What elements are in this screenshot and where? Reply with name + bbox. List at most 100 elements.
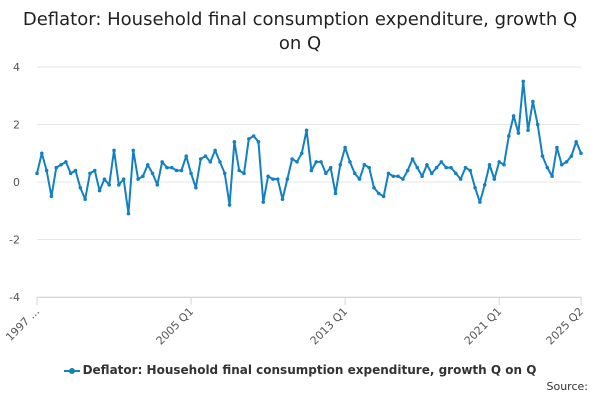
data-point[interactable] bbox=[141, 174, 145, 179]
data-point[interactable] bbox=[444, 165, 449, 170]
data-point[interactable] bbox=[251, 134, 256, 138]
data-point[interactable] bbox=[218, 160, 222, 164]
data-point[interactable] bbox=[492, 177, 497, 181]
data-point[interactable] bbox=[64, 160, 68, 164]
data-point[interactable] bbox=[314, 160, 319, 164]
data-point[interactable] bbox=[352, 171, 357, 176]
data-point[interactable] bbox=[357, 177, 362, 181]
data-point[interactable] bbox=[73, 168, 78, 173]
data-point[interactable] bbox=[381, 194, 386, 199]
data-point[interactable] bbox=[449, 165, 453, 170]
data-point[interactable] bbox=[169, 165, 174, 170]
data-point[interactable] bbox=[559, 162, 564, 167]
data-point[interactable] bbox=[92, 168, 97, 173]
data-point[interactable] bbox=[68, 171, 73, 176]
data-point[interactable] bbox=[155, 183, 160, 187]
data-point[interactable] bbox=[463, 165, 468, 170]
data-point[interactable] bbox=[295, 160, 299, 164]
data-point[interactable] bbox=[343, 145, 347, 150]
data-point[interactable] bbox=[97, 188, 102, 193]
data-point[interactable] bbox=[458, 177, 463, 181]
data-point[interactable] bbox=[165, 165, 169, 170]
data-point[interactable] bbox=[410, 157, 415, 161]
data-point[interactable] bbox=[179, 168, 184, 173]
data-point[interactable] bbox=[112, 148, 116, 153]
data-point[interactable] bbox=[328, 165, 333, 170]
data-point[interactable] bbox=[540, 154, 545, 158]
data-point[interactable] bbox=[189, 171, 193, 176]
data-point[interactable] bbox=[521, 79, 526, 84]
data-point[interactable] bbox=[54, 165, 59, 170]
data-point[interactable] bbox=[478, 200, 482, 204]
data-point[interactable] bbox=[425, 162, 429, 167]
data-point[interactable] bbox=[107, 183, 112, 187]
data-point[interactable] bbox=[242, 171, 246, 176]
data-point[interactable] bbox=[88, 171, 92, 176]
data-point[interactable] bbox=[429, 171, 434, 176]
data-point[interactable] bbox=[285, 177, 290, 181]
data-point[interactable] bbox=[545, 165, 550, 170]
data-point[interactable] bbox=[49, 194, 54, 199]
data-point[interactable] bbox=[372, 185, 376, 190]
data-point[interactable] bbox=[150, 171, 155, 176]
data-point[interactable] bbox=[160, 160, 164, 164]
data-point[interactable] bbox=[415, 165, 420, 170]
data-point[interactable] bbox=[531, 99, 535, 104]
data-point[interactable] bbox=[290, 157, 294, 161]
data-point[interactable] bbox=[348, 160, 352, 164]
data-point[interactable] bbox=[569, 154, 574, 158]
data-point[interactable] bbox=[232, 139, 237, 144]
data-point[interactable] bbox=[266, 174, 270, 179]
data-point[interactable] bbox=[280, 197, 285, 202]
data-point[interactable] bbox=[275, 177, 280, 181]
data-point[interactable] bbox=[526, 128, 530, 133]
data-point[interactable] bbox=[564, 160, 569, 164]
data-point[interactable] bbox=[102, 177, 107, 181]
data-point[interactable] bbox=[83, 197, 87, 202]
data-point[interactable] bbox=[208, 160, 213, 164]
data-point[interactable] bbox=[338, 162, 343, 167]
data-point[interactable] bbox=[420, 174, 424, 179]
data-point[interactable] bbox=[550, 174, 554, 179]
data-point[interactable] bbox=[574, 139, 578, 144]
data-point[interactable] bbox=[324, 171, 328, 176]
data-point[interactable] bbox=[473, 185, 477, 190]
data-point[interactable] bbox=[319, 160, 323, 164]
data-point[interactable] bbox=[261, 200, 266, 204]
data-point[interactable] bbox=[497, 160, 501, 164]
data-point[interactable] bbox=[121, 177, 126, 181]
data-point[interactable] bbox=[434, 165, 439, 170]
data-point[interactable] bbox=[377, 191, 381, 196]
data-point[interactable] bbox=[247, 137, 251, 141]
data-point[interactable] bbox=[362, 162, 367, 167]
data-point[interactable] bbox=[579, 151, 583, 156]
data-point[interactable] bbox=[396, 174, 400, 179]
data-point[interactable] bbox=[203, 154, 208, 158]
data-point[interactable] bbox=[271, 177, 275, 181]
data-point[interactable] bbox=[405, 168, 410, 173]
data-point[interactable] bbox=[367, 165, 371, 170]
data-point[interactable] bbox=[174, 168, 179, 173]
data-point[interactable] bbox=[482, 183, 487, 187]
data-point[interactable] bbox=[131, 148, 136, 153]
data-point[interactable] bbox=[487, 162, 492, 167]
data-point[interactable] bbox=[555, 145, 559, 150]
data-point[interactable] bbox=[439, 160, 444, 164]
legend[interactable]: Deflator: Household final consumption ex… bbox=[0, 363, 600, 377]
data-point[interactable] bbox=[237, 168, 241, 173]
data-point[interactable] bbox=[194, 185, 198, 190]
data-point[interactable] bbox=[145, 162, 150, 167]
data-point[interactable] bbox=[126, 211, 131, 216]
data-point[interactable] bbox=[401, 177, 405, 181]
data-point[interactable] bbox=[391, 174, 396, 179]
data-point[interactable] bbox=[184, 154, 189, 158]
data-point[interactable] bbox=[511, 114, 516, 118]
data-point[interactable] bbox=[454, 171, 458, 176]
data-point[interactable] bbox=[516, 131, 521, 135]
data-point[interactable] bbox=[227, 203, 232, 207]
data-point[interactable] bbox=[213, 148, 217, 153]
data-point[interactable] bbox=[506, 134, 511, 138]
data-point[interactable] bbox=[299, 151, 304, 156]
data-point[interactable] bbox=[256, 139, 261, 144]
data-point[interactable] bbox=[40, 151, 44, 156]
